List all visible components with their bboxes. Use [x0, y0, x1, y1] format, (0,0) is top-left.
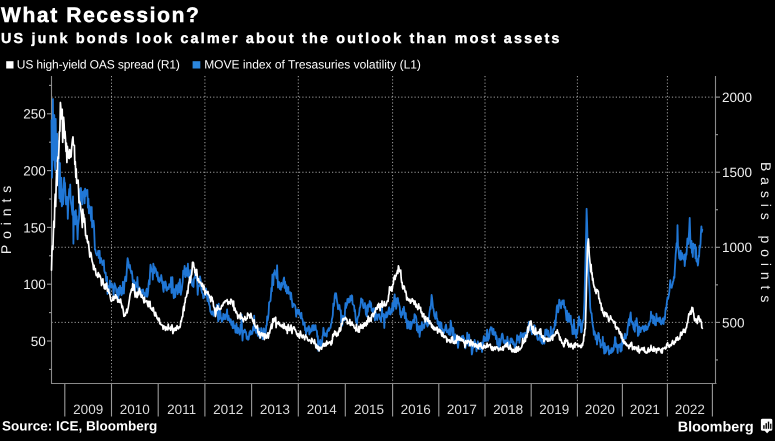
svg-text:2018: 2018	[493, 402, 523, 417]
svg-text:MOVE index of Tresasuries vola: MOVE index of Tresasuries volatility (L1…	[204, 57, 421, 71]
svg-text:2022: 2022	[675, 402, 705, 417]
svg-text:2016: 2016	[401, 402, 431, 417]
svg-text:2014: 2014	[307, 402, 338, 417]
svg-text:1500: 1500	[722, 165, 752, 180]
svg-text:US junk bonds look calmer abou: US junk bonds look calmer about the outl…	[1, 31, 562, 47]
svg-text:500: 500	[722, 315, 745, 330]
svg-text:2019: 2019	[539, 402, 569, 417]
svg-text:250: 250	[23, 107, 46, 122]
svg-text:2011: 2011	[167, 402, 196, 417]
svg-text:2017: 2017	[447, 402, 477, 417]
svg-text:100: 100	[23, 277, 46, 292]
svg-text:1000: 1000	[722, 240, 752, 255]
svg-text:2020: 2020	[585, 402, 615, 417]
svg-text:50: 50	[31, 334, 46, 349]
svg-text:Points: Points	[0, 180, 14, 254]
svg-text:2009: 2009	[73, 402, 103, 417]
svg-text:Source: ICE, Bloomberg: Source: ICE, Bloomberg	[2, 419, 157, 434]
svg-text:200: 200	[23, 164, 46, 179]
svg-text:2012: 2012	[213, 402, 243, 417]
svg-text:What Recession?: What Recession?	[1, 4, 200, 27]
svg-text:2010: 2010	[120, 402, 150, 417]
svg-text:2000: 2000	[722, 90, 752, 105]
svg-text:150: 150	[23, 220, 46, 235]
svg-text:2021: 2021	[630, 402, 660, 417]
svg-text:2013: 2013	[260, 402, 290, 417]
svg-text:Basis points: Basis points	[758, 162, 774, 308]
svg-text:2015: 2015	[354, 402, 384, 417]
svg-text:Bloomberg: Bloomberg	[678, 419, 754, 435]
svg-text:US high-yield OAS spread (R1): US high-yield OAS spread (R1)	[17, 57, 180, 71]
